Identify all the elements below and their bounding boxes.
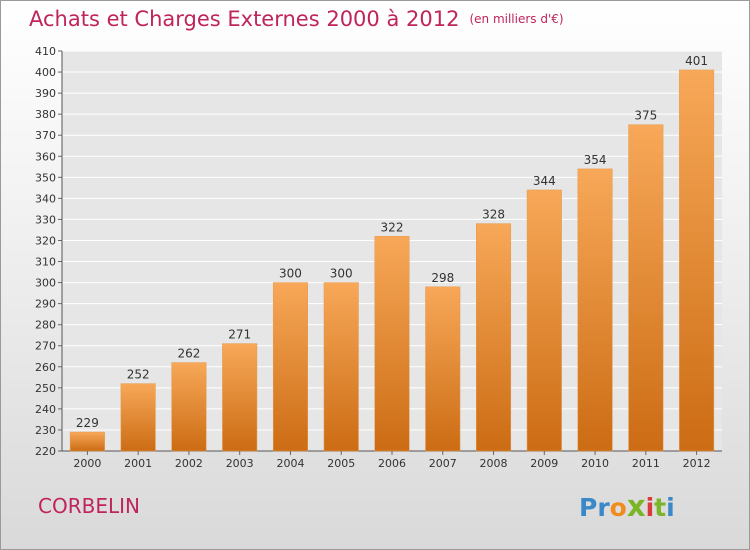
y-tick-label: 390 (35, 87, 56, 100)
data-label: 271 (228, 328, 251, 342)
logo-letter: i (666, 493, 675, 522)
data-label: 229 (76, 416, 99, 430)
bar (425, 286, 461, 452)
bar (222, 343, 258, 452)
x-tick-label: 2009 (530, 457, 558, 470)
logo-letter: o (609, 493, 627, 522)
x-tick-label: 2001 (124, 457, 152, 470)
data-label: 354 (584, 153, 607, 167)
x-tick-label: 2007 (429, 457, 457, 470)
x-tick-label: 2008 (480, 457, 508, 470)
y-tick-label: 300 (35, 277, 56, 290)
x-tick-label: 2005 (327, 457, 355, 470)
y-tick-label: 320 (35, 234, 56, 247)
bar (272, 282, 308, 452)
y-tick-label: 230 (35, 424, 56, 437)
y-tick-label: 370 (35, 129, 56, 142)
y-tick-label: 350 (35, 171, 56, 184)
chart-title: Achats et Charges Externes 2000 à 2012 (e… (29, 7, 564, 31)
data-label: 300 (330, 267, 353, 281)
y-tick-label: 240 (35, 403, 56, 416)
x-tick-label: 2010 (581, 457, 609, 470)
y-tick-label: 290 (35, 298, 56, 311)
title-text: Achats et Charges Externes 2000 à 2012 (29, 7, 460, 31)
logo-letter: i (645, 493, 655, 522)
y-tick-label: 330 (35, 213, 56, 226)
y-tick-label: 220 (35, 445, 56, 458)
logo-letter: r (597, 493, 610, 522)
y-tick-label: 410 (35, 45, 56, 58)
data-label: 344 (533, 174, 556, 188)
data-label: 328 (482, 208, 505, 222)
y-tick-label: 250 (35, 382, 56, 395)
y-tick-label: 310 (35, 256, 56, 269)
logo-letter: t (654, 493, 667, 522)
bar (323, 282, 359, 452)
x-tick-label: 2006 (378, 457, 406, 470)
x-tick-label: 2012 (683, 457, 711, 470)
bar (120, 383, 156, 452)
y-tick-label: 280 (35, 319, 56, 332)
x-tick-label: 2002 (175, 457, 203, 470)
data-label: 401 (685, 54, 708, 68)
bar (69, 431, 105, 452)
chart-subtitle: (en milliers d'€) (469, 12, 564, 26)
data-label: 322 (381, 220, 404, 234)
data-label: 298 (431, 271, 454, 285)
data-label: 252 (127, 368, 150, 382)
x-tick-label: 2011 (632, 457, 660, 470)
data-label: 375 (634, 109, 657, 123)
bar (476, 223, 512, 452)
logo-letter: x (626, 489, 646, 523)
y-tick-label: 270 (35, 340, 56, 353)
x-tick-label: 2004 (276, 457, 304, 470)
y-tick-label: 360 (35, 150, 56, 163)
x-tick-label: 2003 (226, 457, 254, 470)
bar (679, 69, 715, 452)
bar (171, 362, 207, 452)
logo-letter: P (579, 493, 598, 522)
y-tick-label: 400 (35, 66, 56, 79)
y-tick-label: 260 (35, 361, 56, 374)
location-name: CORBELIN (38, 494, 140, 518)
data-label: 262 (177, 347, 200, 361)
y-tick-label: 380 (35, 108, 56, 121)
y-tick-label: 340 (35, 192, 56, 205)
bar (628, 124, 664, 452)
bar (526, 189, 562, 452)
bar (577, 168, 613, 452)
proxiti-logo: Proxiti (579, 489, 675, 523)
x-tick-label: 2000 (73, 457, 101, 470)
bar (374, 236, 410, 452)
data-label: 300 (279, 267, 302, 281)
